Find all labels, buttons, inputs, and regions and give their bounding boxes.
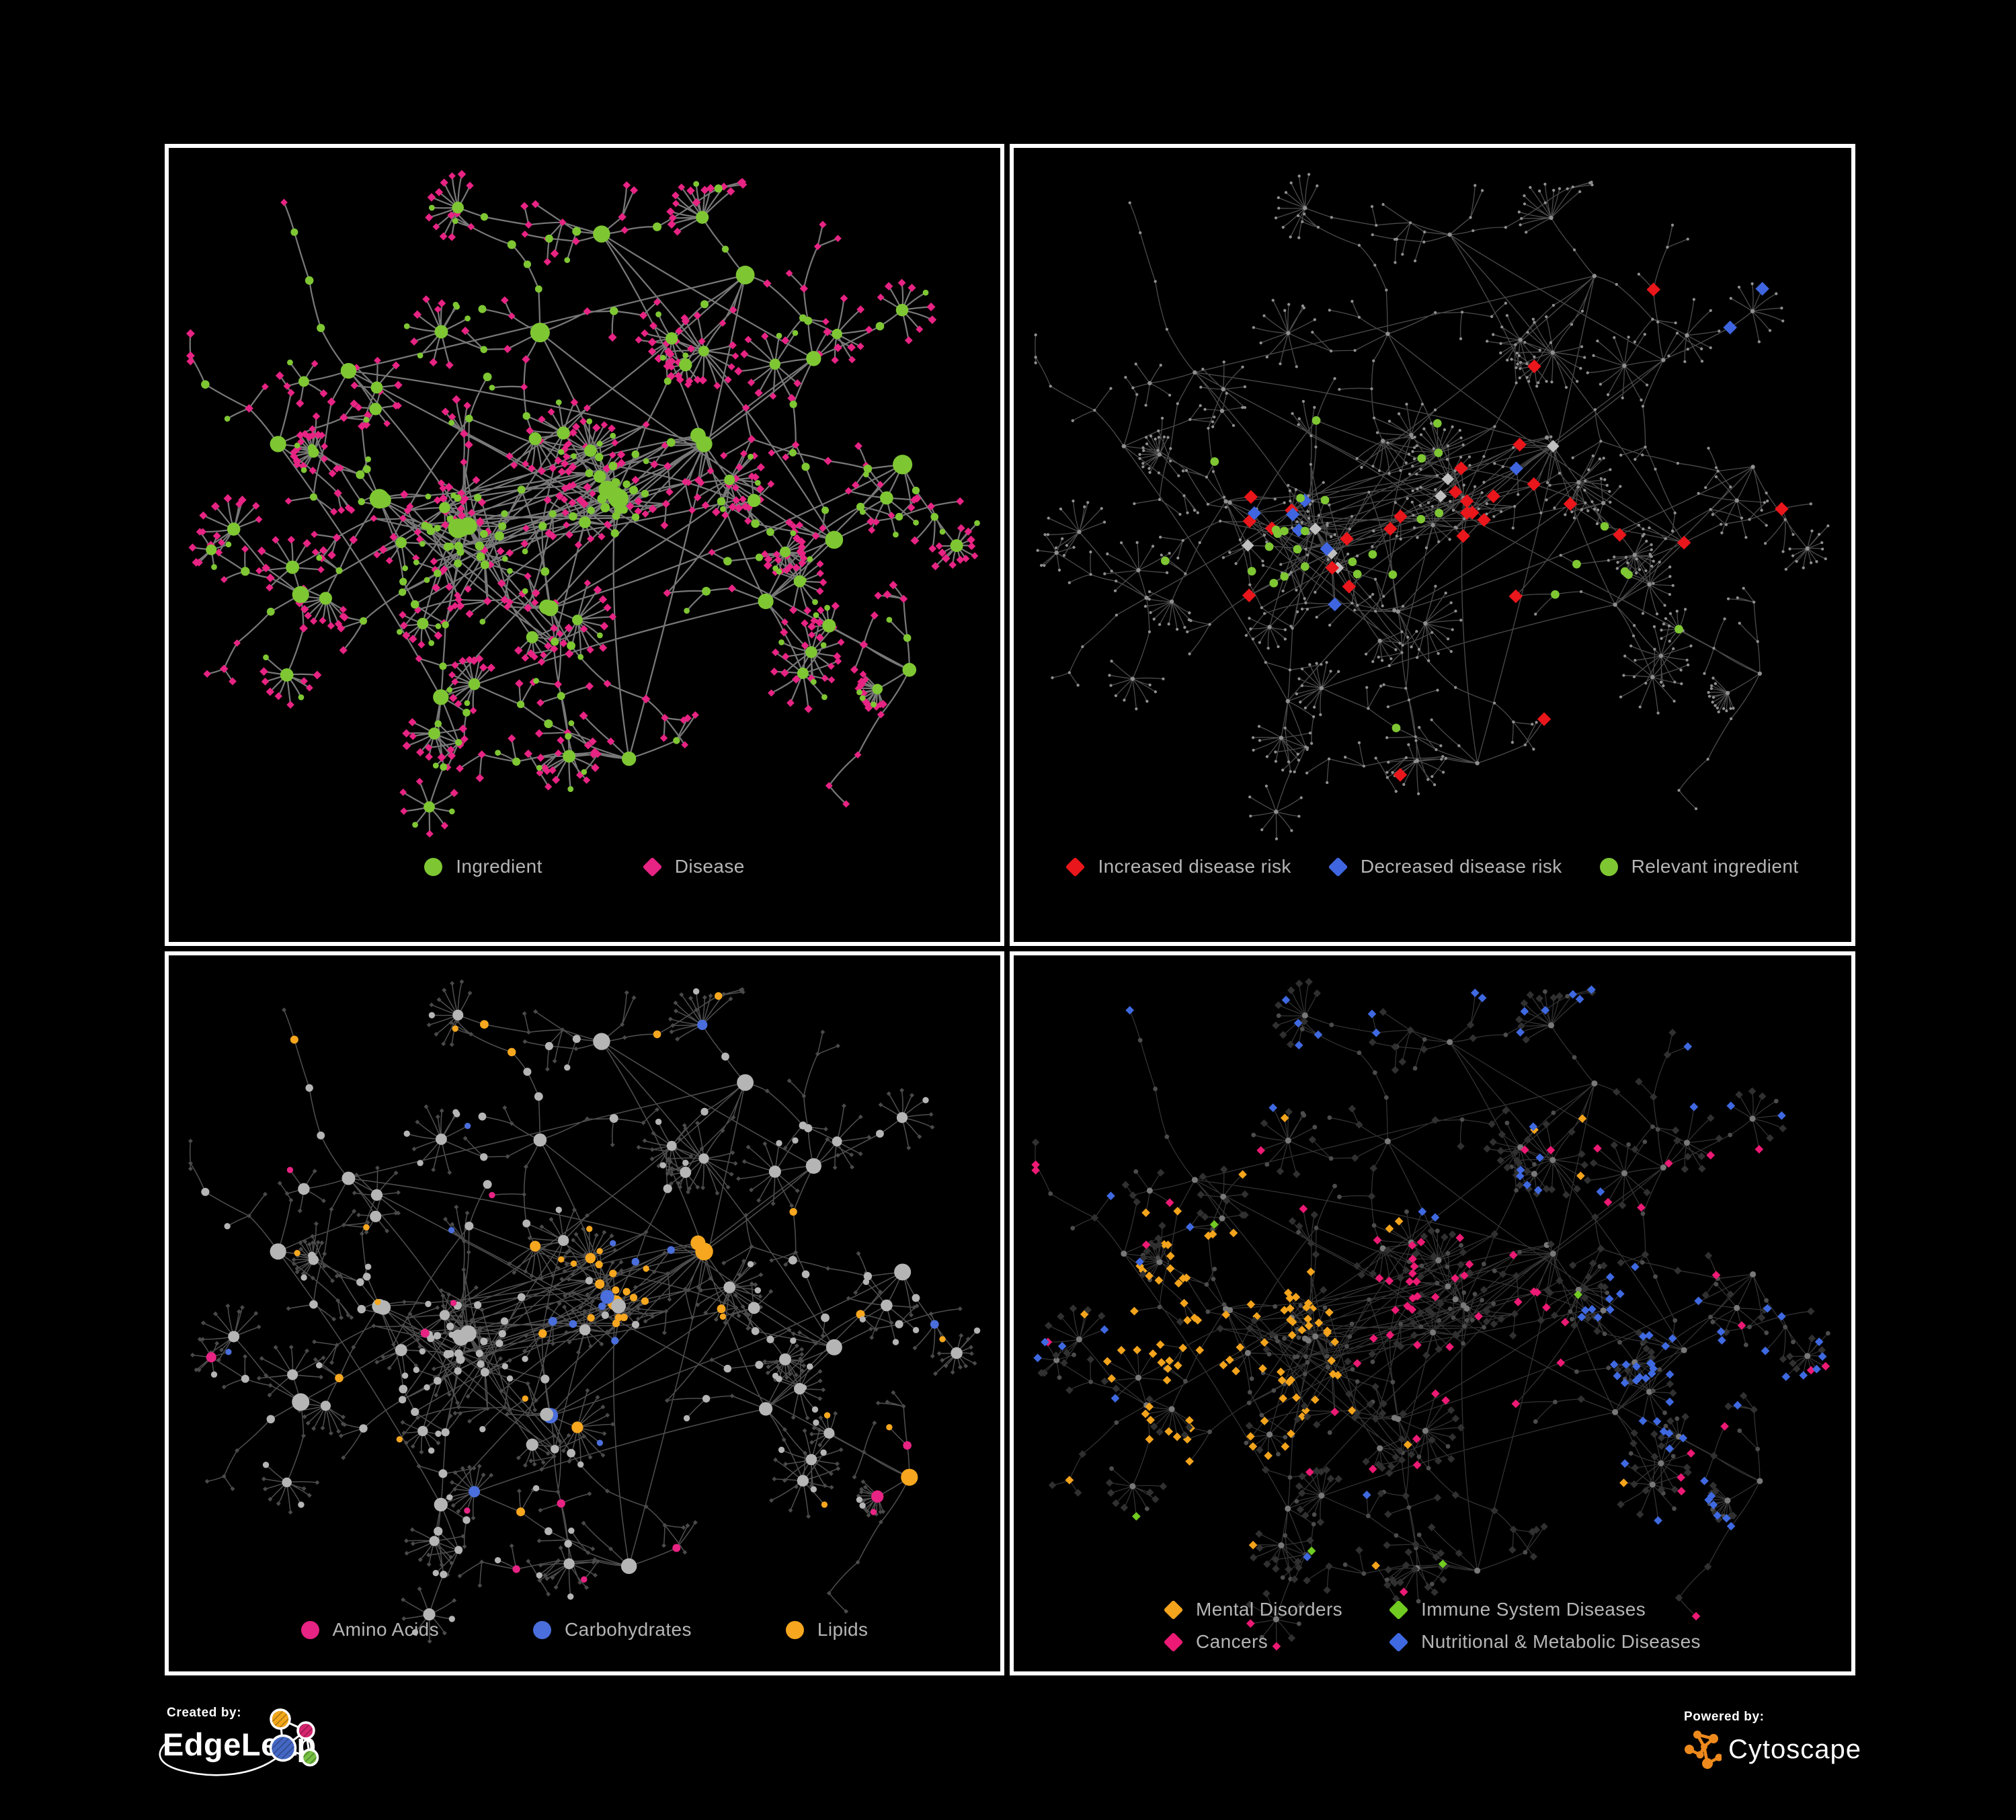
legend-item-decreased-risk: Decreased disease risk	[1328, 856, 1562, 877]
cancers-marker-icon	[1163, 1632, 1184, 1652]
amino-acids-marker-icon	[300, 1620, 319, 1639]
legend-label-lipids: Lipids	[817, 1619, 869, 1640]
legend-label-relevant-ingredient: Relevant ingredient	[1631, 856, 1799, 877]
legend-item-carbohydrates: Carbohydrates	[533, 1619, 692, 1640]
legend-disease-categories: Mental Disorders Immune System Diseases …	[1163, 1599, 1701, 1653]
created-by-label: Created by:	[167, 1706, 242, 1720]
ingredient-marker-icon	[424, 857, 443, 876]
legend-label-nutritional-metabolic: Nutritional & Metabolic Diseases	[1421, 1631, 1701, 1652]
decreased-risk-marker-icon	[1328, 857, 1348, 877]
lipids-marker-icon	[785, 1620, 804, 1639]
mental-disorders-marker-icon	[1163, 1599, 1184, 1620]
legend-label-cancers: Cancers	[1196, 1631, 1268, 1652]
network-graph-disease-categories	[1031, 978, 1830, 1651]
legend-item-cancers: Cancers	[1163, 1631, 1342, 1653]
edgeleap-logo-icon	[159, 1708, 319, 1776]
carbohydrates-marker-icon	[533, 1620, 552, 1639]
legend-item-lipids: Lipids	[785, 1619, 869, 1640]
legend-ingredient-disease: Ingredient Disease	[169, 856, 1000, 877]
legend-disease-risk: Increased disease risk Decreased disease…	[1014, 856, 1851, 877]
panel-disease-categories: Mental Disorders Immune System Diseases …	[1010, 951, 1855, 1675]
legend-item-relevant-ingredient: Relevant ingredient	[1599, 856, 1799, 877]
network-graph-disease-risk	[1034, 173, 1830, 840]
legend-label-immune-diseases: Immune System Diseases	[1421, 1599, 1646, 1620]
legend-label-decreased-risk: Decreased disease risk	[1360, 856, 1562, 877]
legend-item-mental-disorders: Mental Disorders	[1163, 1599, 1343, 1620]
legend-item-increased-risk: Increased disease risk	[1065, 856, 1291, 877]
legend-label-mental-disorders: Mental Disorders	[1196, 1599, 1343, 1620]
edgeleap-credit: Created by: EdgeLeap	[155, 1706, 370, 1807]
legend-label-ingredient: Ingredient	[456, 856, 542, 877]
legend-item-nutritional-metabolic: Nutritional & Metabolic Diseases	[1388, 1631, 1701, 1653]
immune-diseases-marker-icon	[1388, 1599, 1409, 1620]
network-graph-nutrient-classes	[188, 979, 981, 1644]
legend-item-disease: Disease	[642, 856, 745, 877]
network-graph-ingredient-disease	[186, 169, 980, 838]
powered-by-label: Powered by:	[1684, 1710, 1765, 1724]
cytoscape-logo-text: Cytoscape	[1728, 1734, 1861, 1764]
nutritional-metabolic-marker-icon	[1388, 1632, 1409, 1652]
panel-grid: Ingredient Disease Increased disease ris…	[165, 144, 1855, 1675]
relevant-ingredient-marker-icon	[1599, 857, 1618, 876]
panel-disease-risk: Increased disease risk Decreased disease…	[1010, 144, 1855, 946]
disease-marker-icon	[642, 857, 663, 877]
legend-item-immune-diseases: Immune System Diseases	[1388, 1599, 1701, 1620]
panel-nutrient-classes: Amino Acids Carbohydrates Lipids	[165, 951, 1004, 1675]
legend-item-ingredient: Ingredient	[424, 856, 542, 877]
legend-nutrient-classes: Amino Acids Carbohydrates Lipids	[169, 1619, 1000, 1640]
panel-ingredient-disease: Ingredient Disease	[165, 144, 1004, 946]
legend-label-carbohydrates: Carbohydrates	[565, 1619, 692, 1640]
legend-item-amino-acids: Amino Acids	[300, 1619, 440, 1640]
cytoscape-logo-icon	[1685, 1731, 1722, 1769]
increased-risk-marker-icon	[1065, 857, 1086, 877]
legend-label-amino-acids: Amino Acids	[332, 1619, 440, 1640]
legend-label-increased-risk: Increased disease risk	[1098, 856, 1291, 877]
cytoscape-credit: Powered by: Cytoscape	[1684, 1710, 1966, 1790]
legend-label-disease: Disease	[674, 856, 745, 877]
